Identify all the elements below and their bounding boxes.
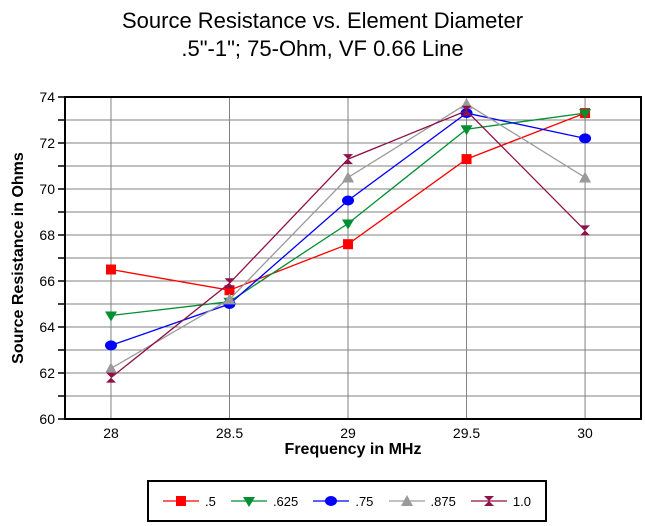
data-point-marker-1.0 (580, 225, 591, 236)
legend-item-1.0: 1.0 (470, 493, 531, 509)
legend-marker-.875 (400, 495, 413, 506)
y-tick-label: 60 (39, 411, 55, 427)
legend-marker-icon (313, 496, 350, 506)
data-point-marker-.875 (342, 171, 355, 183)
legend-marker-.625 (242, 497, 255, 507)
legend-item-label: .75 (355, 493, 374, 509)
data-point-marker-.5 (343, 239, 354, 250)
x-tick-label: 28.5 (216, 425, 243, 441)
y-tick-label: 64 (39, 319, 55, 335)
data-point-marker-.875 (104, 362, 117, 374)
data-point-marker-.5 (461, 154, 472, 165)
y-tick-label: 66 (39, 273, 55, 289)
legend-item-.5: .5 (163, 493, 216, 509)
legend-marker-1.0 (483, 496, 494, 506)
legend-item-.625: .625 (230, 493, 299, 509)
data-point-marker-1.0 (461, 105, 472, 116)
x-tick-label: 30 (577, 425, 593, 441)
y-tick-label: 68 (39, 227, 55, 243)
legend-item-label: 1.0 (512, 493, 531, 509)
data-point-marker-.75 (579, 133, 592, 144)
data-point-marker-1.0 (105, 372, 116, 383)
data-point-marker-.625 (104, 311, 117, 322)
data-point-marker-.5 (224, 285, 235, 296)
plot-area: 60 62 64 66 68 70 72 74 28 28.5 29 29.5 30 (39, 89, 642, 441)
legend-marker-icon (230, 497, 267, 507)
legend-item-label: .5 (205, 493, 216, 509)
y-tick-label: 62 (39, 365, 55, 381)
data-point-marker-.625 (342, 219, 355, 230)
data-point-marker-.75 (104, 340, 117, 351)
data-point-marker-.75 (342, 195, 355, 206)
x-tick-label: 28 (103, 425, 119, 441)
x-tick-label: 29 (340, 425, 356, 441)
data-point-marker-.875 (579, 171, 592, 183)
legend-item-label: .875 (430, 493, 456, 509)
data-point-marker-.625 (460, 125, 473, 136)
chart-legend: .5 .625 .75 .875 1.0 (147, 480, 547, 522)
legend-item-.75: .75 (313, 493, 373, 509)
data-point-marker-.625 (579, 109, 592, 120)
legend-marker-icon (470, 496, 507, 506)
x-axis-title: Frequency in MHz (284, 441, 422, 458)
chart-title-line1: Source Resistance vs. Element Diameter (121, 8, 524, 33)
y-tick-label: 70 (39, 181, 55, 197)
legend-marker-.5 (176, 496, 186, 506)
legend-marker-.75 (325, 496, 338, 506)
legend-marker-icon (163, 496, 199, 506)
y-tick-label: 72 (39, 135, 55, 151)
data-point-marker-.875 (223, 293, 236, 305)
chart-title-line2: .5"-1"; 75-Ohm, VF 0.66 Line (181, 36, 464, 61)
legend-item-label: .625 (272, 493, 299, 509)
legend-item-.875: .875 (388, 493, 456, 509)
legend-marker-icon (388, 495, 425, 506)
data-point-marker-.5 (105, 264, 116, 275)
y-tick-label: 74 (39, 89, 55, 105)
x-tick-label: 29.5 (453, 425, 480, 441)
data-point-marker-1.0 (224, 278, 235, 289)
data-point-marker-1.0 (343, 154, 354, 165)
